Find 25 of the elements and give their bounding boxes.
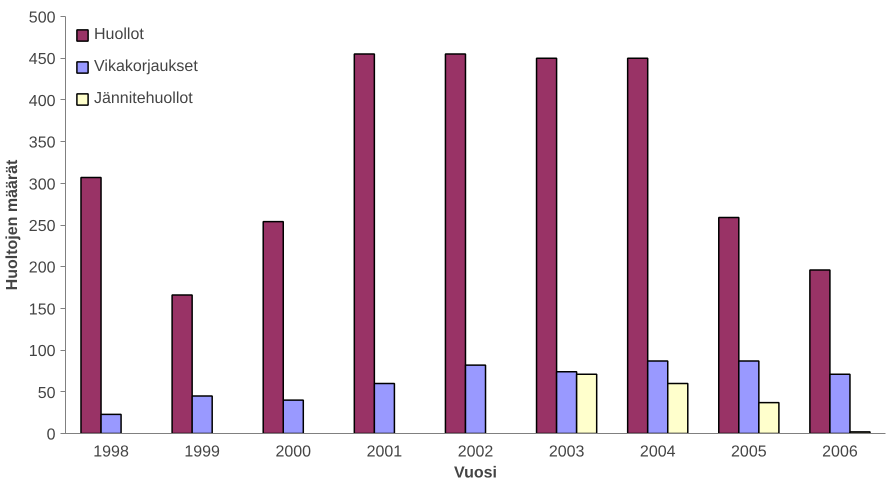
x-tick-label: 2006 xyxy=(822,444,858,460)
legend-label: Jännitehuollot xyxy=(94,90,193,108)
y-tick-label: 150 xyxy=(28,301,56,318)
x-tick-label: 2003 xyxy=(548,444,585,460)
y-tick-label: 450 xyxy=(28,51,56,68)
y-tick-label: 500 xyxy=(28,10,56,26)
y-tick-label: 350 xyxy=(28,134,56,152)
x-tick-label: 1999 xyxy=(184,444,220,460)
x-tick-label: 1998 xyxy=(93,444,129,460)
y-tick-label: 250 xyxy=(28,218,56,235)
legend-label: Huollot xyxy=(94,26,144,44)
x-tick-label: 2005 xyxy=(731,444,767,460)
x-axis-title: Vuosi xyxy=(454,464,497,482)
y-tick-label: 100 xyxy=(28,343,56,360)
y-tick-label: 50 xyxy=(38,384,56,402)
y-tick-label: 200 xyxy=(28,260,56,277)
y-axis-title: Huoltojen määrät xyxy=(4,158,21,290)
y-tick-label: 300 xyxy=(28,176,56,194)
x-tick-label: 2001 xyxy=(366,444,402,460)
legend-label: Vikakorjaukset xyxy=(94,58,198,76)
y-tick-label: 400 xyxy=(28,92,56,110)
x-tick-label: 2004 xyxy=(640,444,676,460)
x-tick-label: 2002 xyxy=(458,444,494,460)
y-tick-label: 0 xyxy=(46,426,56,444)
x-tick-label: 2000 xyxy=(275,444,312,460)
